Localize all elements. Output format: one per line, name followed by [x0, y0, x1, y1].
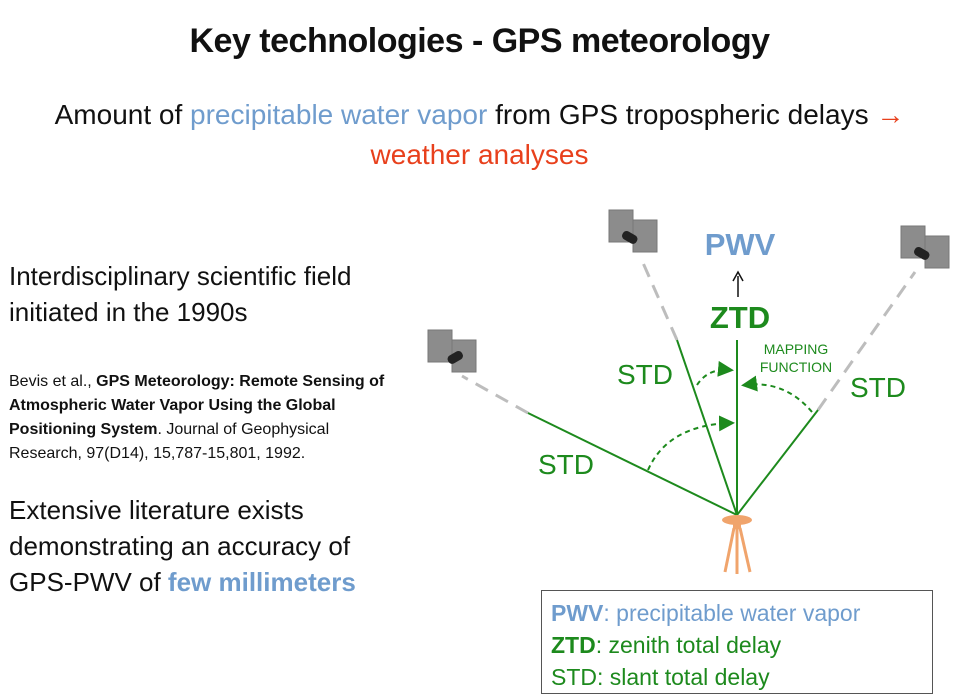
- satellite-ray-left: [461, 374, 529, 415]
- subtitle-part1: Amount of: [54, 99, 191, 130]
- satellite-icon: [427, 329, 477, 373]
- legend-pwv-desc: : precipitable water vapor: [603, 600, 861, 626]
- citation: Bevis et al., GPS Meteorology: Remote Se…: [9, 370, 399, 466]
- satellite-ray-mid: [638, 255, 679, 341]
- subtitle-highlight: precipitable water vapor: [190, 99, 488, 130]
- satellite-icon: [608, 209, 658, 253]
- legend-pwv-abbr: PWV: [551, 600, 604, 626]
- citation-title: GPS Meteorology: Remote Sensing of Atmos…: [9, 373, 385, 438]
- literature-highlight: few millimeters: [167, 567, 356, 597]
- mapping-label-line2: FUNCTION: [760, 359, 832, 375]
- mapping-arc-left: [647, 415, 735, 471]
- std-label-right: STD: [850, 372, 906, 403]
- citation-authors: Bevis et al.,: [9, 373, 97, 390]
- legend-ztd: ZTD: zenith total delay: [551, 629, 932, 661]
- subtitle: Amount of precipitable water vapor from …: [10, 95, 949, 175]
- std-label-mid: STD: [617, 359, 673, 390]
- std-label-left: STD: [538, 449, 594, 480]
- subtitle-part2: from GPS tropospheric delays: [487, 99, 877, 130]
- right-arrow-icon: →: [876, 99, 905, 130]
- std-line-right: [736, 409, 819, 516]
- legend-std: STD: slant total delay: [551, 664, 770, 690]
- ztd-label: ZTD: [710, 300, 770, 335]
- gps-antenna-icon: [722, 515, 752, 574]
- arrow-head-icon: [732, 270, 744, 282]
- subtitle-conclusion: weather analyses: [370, 139, 589, 170]
- satellite-ray-right: [816, 271, 917, 411]
- literature-note: Extensive literature exists demonstratin…: [9, 492, 389, 600]
- legend-ztd-desc: : zenith total delay: [595, 632, 782, 658]
- std-line-mid: [676, 339, 738, 516]
- literature-text: Extensive literature exists demonstratin…: [9, 495, 351, 597]
- legend-box: PWV: precipitable water vapor ZTD: zenit…: [541, 590, 933, 694]
- mapping-arc-mid: [696, 360, 734, 386]
- mapping-label-line1: MAPPING: [764, 341, 829, 357]
- legend-ztd-abbr: ZTD: [551, 632, 596, 658]
- page-title: Key technologies - GPS meteorology: [189, 22, 770, 60]
- std-line-left: [527, 412, 738, 516]
- citation-rest: . Journal of Geophysical Research, 97(D1…: [9, 421, 330, 462]
- pwv-label: PWV: [705, 227, 776, 262]
- field-description: Interdisciplinary scientific field initi…: [9, 261, 352, 327]
- legend-pwv: PWV: precipitable water vapor: [551, 597, 932, 629]
- mapping-arc-right: [741, 375, 813, 413]
- satellite-icon: [900, 225, 950, 269]
